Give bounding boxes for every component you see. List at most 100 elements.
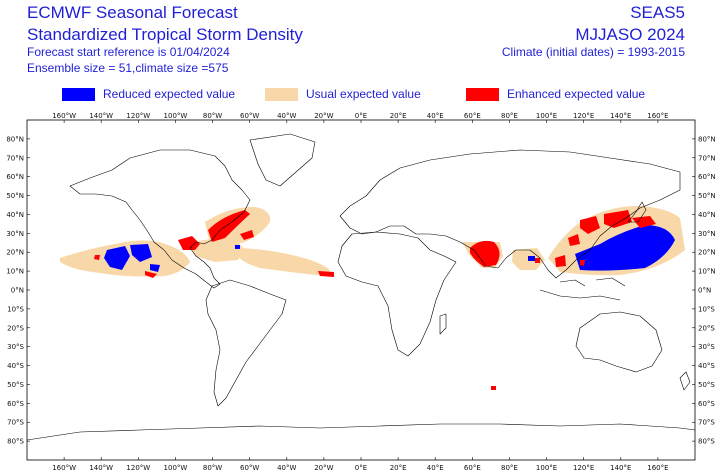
lat-tick-label-left: 50°S	[7, 381, 24, 389]
legend-swatch-enhanced	[466, 87, 499, 101]
map-frame	[26, 119, 696, 461]
region-reduced-caribbean	[235, 245, 240, 249]
region-enhanced-west-pacific-1	[580, 216, 600, 234]
lat-tick-label-left: 20°N	[6, 249, 24, 257]
lon-tick-label-top: 40°E	[427, 112, 444, 120]
lon-tick-label-bottom: 80°E	[501, 464, 518, 472]
region-enhanced-south-indian	[491, 386, 496, 390]
legend-item-enhanced: Enhanced expected value	[466, 87, 645, 101]
latitude-ticks-left: 80°N 70°N 60°N 50°N 40°N 30°N 20°N 10°N 0°N 10°S 2…	[6, 135, 30, 446]
lat-tick-label-right: 30°N	[698, 230, 716, 238]
lat-tick-label-left: 30°N	[6, 230, 24, 238]
lon-tick-label-top: 120°E	[573, 112, 594, 120]
lon-tick-label-bottom: 40°W	[277, 464, 296, 472]
lon-tick-label-bottom: 20°W	[314, 464, 333, 472]
lat-tick-label-right: 20°N	[698, 249, 716, 257]
lat-tick-label-right: 10°N	[698, 268, 716, 276]
region-reduced-bay-of-bengal	[528, 256, 535, 261]
lon-tick-label-top: 60°W	[240, 112, 259, 120]
lat-tick-label-left: 40°S	[7, 362, 24, 370]
longitude-ticks-bottom: 160°W 140°W 120°W 100°W 80°W 60°W 40°W 20°W 0°E 2…	[52, 457, 669, 472]
coast-indonesia	[539, 277, 626, 301]
region-enhanced-east-pacific	[145, 271, 157, 278]
region-enhanced-bay-of-bengal	[535, 258, 540, 263]
lon-tick-label-top: 120°W	[126, 112, 150, 120]
latitude-ticks-right: 80°N 70°N 60°N 50°N 40°N 30°N 20°N 10°N 0°N 10°S 2…	[692, 135, 716, 446]
lon-tick-label-bottom: 120°W	[126, 464, 150, 472]
lat-tick-label-left: 60°N	[6, 173, 24, 181]
legend-item-usual: Usual expected value	[265, 87, 421, 101]
lat-tick-label-right: 0°N	[698, 287, 711, 295]
lon-tick-label-bottom: 60°W	[240, 464, 259, 472]
legend-item-reduced: Reduced expected value	[62, 87, 235, 101]
lon-tick-label-top: 60°E	[464, 112, 481, 120]
coast-new-zealand	[679, 371, 691, 391]
lat-tick-label-right: 60°N	[698, 173, 716, 181]
legend-label-usual: Usual expected value	[306, 87, 421, 101]
lat-tick-label-right: 60°S	[698, 400, 715, 408]
system-name: SEAS5	[630, 3, 685, 22]
lon-tick-label-top: 0°E	[355, 112, 367, 120]
longitude-ticks-top: 160°W 140°W 120°W 100°W 80°W 60°W 40°W 20°W 0°E 2…	[52, 112, 669, 123]
lon-tick-label-top: 160°E	[647, 112, 668, 120]
region-enhanced-east-pacific-2	[94, 255, 100, 260]
region-enhanced-west-pacific-3	[632, 216, 656, 228]
lat-tick-label-left: 50°N	[6, 192, 24, 200]
legend-label-enhanced: Enhanced expected value	[507, 87, 646, 101]
lon-tick-label-top: 140°E	[610, 112, 631, 120]
coast-africa	[337, 231, 457, 357]
coast-japan	[627, 201, 647, 223]
lat-tick-label-left: 20°S	[7, 324, 24, 332]
lat-tick-label-right: 70°N	[698, 154, 716, 162]
lat-tick-label-left: 10°S	[7, 305, 24, 313]
lon-tick-label-bottom: 140°E	[610, 464, 631, 472]
region-reduced-east-pacific-3	[150, 264, 160, 272]
lat-tick-label-right: 70°S	[698, 419, 715, 427]
lat-tick-label-right: 30°S	[698, 343, 715, 351]
lon-tick-label-top: 100°E	[536, 112, 557, 120]
coast-south-america	[205, 279, 287, 407]
region-enhanced-west-pacific-2	[604, 210, 632, 228]
lat-tick-label-left: 80°S	[7, 438, 24, 446]
ensemble-size: Ensemble size = 51,climate size =575	[27, 61, 229, 75]
region-usual-caribbean	[190, 239, 245, 262]
title-line-1: ECMWF Seasonal Forecast	[27, 3, 238, 22]
lon-tick-label-bottom: 160°W	[52, 464, 76, 472]
region-reduced-east-pacific-2	[130, 244, 152, 262]
lat-tick-label-left: 60°S	[7, 400, 24, 408]
region-enhanced-west-pacific-6	[580, 260, 585, 266]
region-enhanced-west-pacific-4	[568, 234, 580, 246]
lon-tick-label-top: 80°W	[203, 112, 222, 120]
coast-antarctica	[26, 423, 696, 441]
lat-tick-label-left: 70°N	[6, 154, 24, 162]
lat-tick-label-right: 80°N	[698, 135, 716, 143]
region-enhanced-atlantic-mdr	[318, 271, 334, 277]
lat-tick-label-right: 80°S	[698, 438, 715, 446]
storm-density-regions	[60, 205, 685, 390]
lat-tick-label-left: 80°N	[6, 135, 24, 143]
climate-period: Climate (initial dates) = 1993-2015	[501, 45, 685, 59]
lat-tick-label-left: 10°N	[6, 268, 24, 276]
region-enhanced-west-atlantic	[208, 210, 250, 242]
legend: Reduced expected value Usual expected va…	[0, 87, 721, 105]
lon-tick-label-bottom: 20°E	[390, 464, 407, 472]
coast-greenland	[249, 133, 316, 187]
lon-tick-label-bottom: 160°E	[647, 464, 668, 472]
lon-tick-label-top: 40°W	[277, 112, 296, 120]
lon-tick-label-bottom: 100°W	[164, 464, 188, 472]
lat-tick-label-right: 40°N	[698, 211, 716, 219]
region-reduced-east-pacific	[104, 246, 130, 270]
lon-tick-label-bottom: 80°W	[203, 464, 222, 472]
lon-tick-label-top: 20°E	[390, 112, 407, 120]
lon-tick-label-top: 140°W	[89, 112, 113, 120]
coastlines	[26, 133, 696, 441]
coast-australia	[575, 311, 663, 373]
forecast-period: MJJASO 2024	[575, 25, 685, 44]
coast-madagascar	[439, 313, 447, 335]
coast-north-america	[69, 149, 251, 289]
lon-tick-label-bottom: 100°E	[536, 464, 557, 472]
lon-tick-label-top: 100°W	[164, 112, 188, 120]
coast-europe-asia	[339, 149, 681, 279]
region-enhanced-west-atlantic-2	[240, 230, 254, 240]
lon-tick-label-bottom: 60°E	[464, 464, 481, 472]
